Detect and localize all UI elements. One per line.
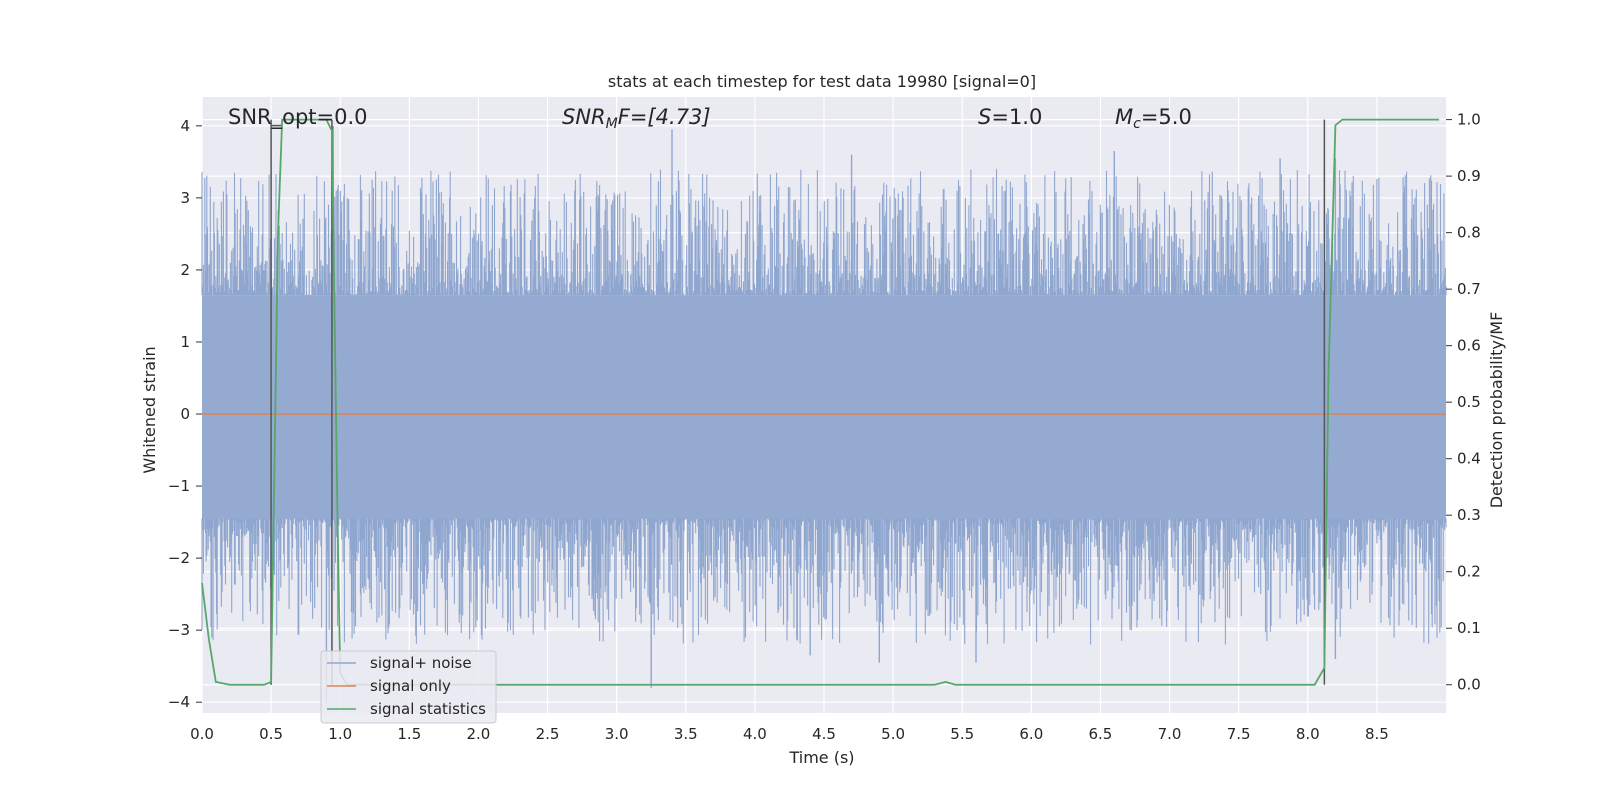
y-left-tick-label: −2 (168, 549, 190, 567)
y-axis-label-left: Whitened strain (140, 346, 159, 473)
x-axis-label: Time (s) (788, 748, 854, 767)
x-tick-label: 0.0 (190, 725, 214, 743)
y-left-tick-label: 2 (180, 261, 190, 279)
y-left-tick-label: 1 (180, 333, 190, 351)
y-right-tick-label: 1.0 (1457, 111, 1481, 129)
x-tick-label: 2.5 (536, 725, 560, 743)
left-axis-ticks: 4 3 2 1 0 −1 −2 −3 −4 (168, 117, 202, 711)
x-tick-label: 1.0 (328, 725, 352, 743)
y-left-tick-label: 4 (180, 117, 190, 135)
noise-core-band (202, 295, 1446, 519)
snr-mf-subscript: M (606, 116, 618, 132)
y-right-tick-label: 0.0 (1457, 676, 1481, 694)
y-right-tick-label: 0.1 (1457, 619, 1481, 637)
chart-title: stats at each timestep for test data 199… (608, 72, 1036, 91)
x-tick-label: 3.0 (605, 725, 629, 743)
x-tick-label: 7.0 (1158, 725, 1182, 743)
y-left-tick-label: −1 (168, 477, 190, 495)
x-tick-label: 1.5 (397, 725, 421, 743)
y-left-tick-label: −3 (168, 621, 190, 639)
snr-mf-symbol: SNR (562, 105, 606, 129)
x-tick-label: 5.5 (950, 725, 974, 743)
y-right-tick-label: 0.5 (1457, 393, 1481, 411)
snr-mf-annotation: SNRMF=[4.73] (562, 105, 711, 132)
mc-annotation: Mc=5.0 (1115, 105, 1192, 132)
y-right-tick-label: 0.7 (1457, 280, 1481, 298)
y-right-tick-label: 0.6 (1457, 337, 1481, 355)
s-value: =1.0 (991, 105, 1042, 129)
x-tick-label: 6.0 (1019, 725, 1043, 743)
x-tick-label: 8.5 (1365, 725, 1389, 743)
y-right-tick-label: 0.8 (1457, 224, 1481, 242)
x-tick-label: 5.0 (881, 725, 905, 743)
x-tick-label: 4.5 (812, 725, 836, 743)
y-axis-label-right: Detection probability/MF (1487, 312, 1506, 509)
y-right-tick-label: 0.9 (1457, 167, 1481, 185)
mc-subscript: c (1133, 116, 1141, 132)
y-right-tick-label: 0.2 (1457, 563, 1481, 581)
signal-statistics-line (201, 118, 1440, 686)
y-left-tick-label: −4 (168, 693, 190, 711)
legend-label-signal-only: signal only (370, 677, 451, 695)
x-tick-label: 7.5 (1227, 725, 1251, 743)
legend-box (320, 650, 497, 724)
signal-noise-series (201, 125, 1447, 703)
mc-symbol: M (1115, 105, 1133, 129)
y-right-tick-label: 0.3 (1457, 506, 1481, 524)
legend: signal+ noise signal only signal statist… (320, 650, 497, 724)
x-tick-label: 0.5 (259, 725, 283, 743)
x-tick-label: 8.0 (1296, 725, 1320, 743)
y-left-tick-label: 0 (180, 405, 190, 423)
x-tick-label: 2.0 (467, 725, 491, 743)
mc-value: =5.0 (1141, 105, 1192, 129)
s-symbol: S (978, 105, 991, 129)
data-lines (201, 118, 1446, 686)
x-tick-label: 3.5 (674, 725, 698, 743)
legend-label-signal-statistics: signal statistics (370, 700, 486, 718)
noise-spikes-negative (201, 518, 1447, 645)
y-right-tick-label: 0.4 (1457, 450, 1481, 468)
snr-opt-annotation: SNR_opt=0.0 (228, 105, 368, 130)
s-annotation: S=1.0 (978, 105, 1042, 129)
y-left-tick-label: 3 (180, 189, 190, 207)
x-tick-label: 6.5 (1089, 725, 1113, 743)
snr-mf-value: F=[4.73] (618, 105, 711, 129)
right-axis-ticks: 1.0 0.9 0.8 0.7 0.6 0.5 0.4 0.3 0.2 0.1 0.0 (1446, 111, 1481, 694)
x-tick-label: 4.0 (743, 725, 767, 743)
noise-spikes-positive (201, 169, 1447, 296)
x-axis-ticks: 0.0 0.5 1.0 1.5 2.0 2.5 3.0 3.5 4.0 4.5 5.0 5.5 6.0 6… (190, 725, 1389, 743)
legend-label-signal-noise: signal+ noise (370, 654, 472, 672)
